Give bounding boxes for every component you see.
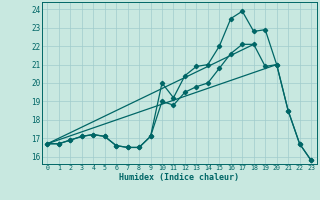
X-axis label: Humidex (Indice chaleur): Humidex (Indice chaleur)	[119, 173, 239, 182]
